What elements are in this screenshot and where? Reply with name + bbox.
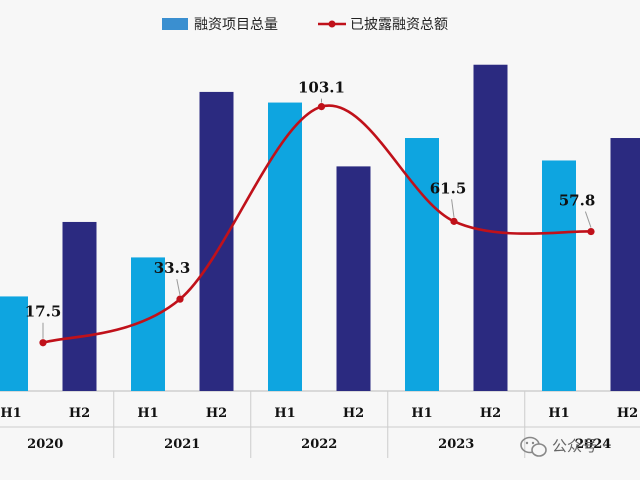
legend-label-bar: 融资项目总量 — [194, 17, 278, 33]
bar — [199, 91, 234, 392]
data-label: 17.5 — [25, 303, 62, 321]
year-label: 2021 — [164, 437, 200, 452]
x-tick-label: H1 — [548, 406, 569, 421]
x-axis: H1 H2 H1 H2 H1 H2 H1 H2 H1 H2 2020 2021 2022 2023 2024 — [0, 390, 640, 458]
line-point — [176, 295, 184, 303]
data-label: 33.3 — [154, 259, 191, 277]
watermark-text: 公众号 · — [552, 437, 607, 455]
bar — [336, 166, 371, 391]
line-series — [39, 103, 595, 347]
bar — [542, 160, 576, 391]
leader-line — [176, 279, 181, 296]
legend: 融资项目总量 已披露融资总额 — [162, 17, 448, 33]
x-tick-label: H2 — [69, 406, 90, 421]
x-tick-label: H1 — [137, 406, 158, 421]
data-label: 103.1 — [298, 79, 345, 97]
bar — [405, 138, 439, 391]
line-point — [317, 103, 326, 111]
data-label: 61.5 — [430, 179, 467, 197]
bar — [610, 138, 640, 391]
bar — [268, 102, 302, 392]
x-tick-label: H2 — [343, 406, 364, 421]
year-label: 2023 — [438, 437, 474, 452]
x-tick-label: H2 — [617, 406, 638, 421]
legend-label-line: 已披露融资总额 — [350, 17, 448, 33]
line-point — [450, 217, 458, 225]
leader-line — [451, 199, 455, 218]
line-point — [587, 227, 595, 236]
line-point — [39, 339, 47, 347]
data-labels: 17.5 33.3 103.1 61.5 57.8 — [25, 79, 596, 339]
year-label: 2022 — [301, 437, 337, 452]
legend-swatch-marker — [328, 20, 336, 28]
bar — [62, 221, 97, 391]
wechat-icon — [520, 436, 547, 457]
watermark: 公众号 · — [520, 436, 607, 457]
x-tick-label: H2 — [480, 406, 501, 421]
line-path — [42, 104, 592, 344]
x-tick-label: H1 — [274, 406, 295, 421]
year-label: 2020 — [27, 437, 63, 452]
x-tick-label: H1 — [0, 406, 21, 421]
legend-swatch-bar — [162, 18, 188, 30]
data-label: 57.8 — [559, 192, 596, 210]
leader-line — [584, 211, 592, 228]
year-label: 2024 — [575, 437, 611, 452]
bar — [0, 296, 28, 391]
x-tick-label: H1 — [411, 406, 432, 421]
x-tick-label: H2 — [206, 406, 227, 421]
bars — [0, 64, 640, 392]
bar — [473, 64, 508, 391]
